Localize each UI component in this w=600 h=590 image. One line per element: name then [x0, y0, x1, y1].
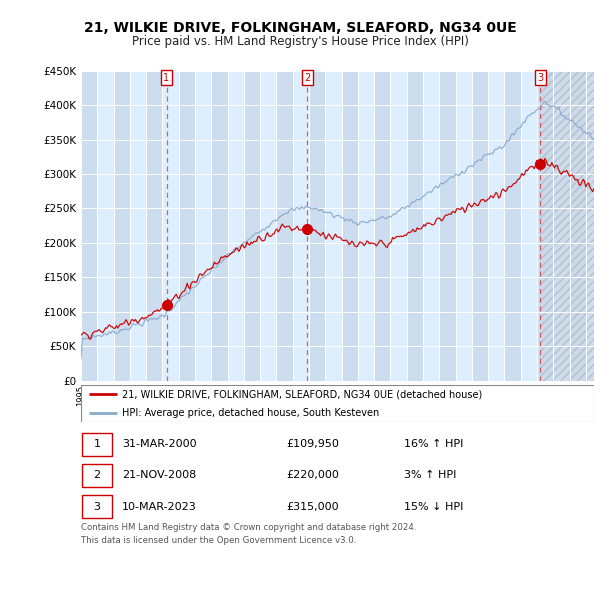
Bar [97, 71, 113, 381]
Text: Contains HM Land Registry data © Crown copyright and database right 2024.: Contains HM Land Registry data © Crown c… [81, 523, 416, 532]
Bar [146, 71, 163, 381]
Bar [374, 71, 391, 381]
Text: 1: 1 [163, 73, 170, 83]
Bar [439, 71, 455, 381]
Bar [488, 71, 505, 381]
Bar [505, 71, 521, 381]
Bar [341, 71, 358, 381]
Bar [407, 71, 423, 381]
Text: 3% ↑ HPI: 3% ↑ HPI [404, 470, 457, 480]
Bar [569, 71, 586, 381]
Text: 2: 2 [94, 470, 100, 480]
Text: 10-MAR-2023: 10-MAR-2023 [122, 502, 197, 512]
FancyBboxPatch shape [82, 495, 112, 518]
Text: 15% ↓ HPI: 15% ↓ HPI [404, 502, 464, 512]
Text: 2: 2 [304, 73, 310, 83]
Bar [195, 71, 211, 381]
Text: HPI: Average price, detached house, South Kesteven: HPI: Average price, detached house, Sout… [122, 408, 379, 418]
Bar [244, 71, 260, 381]
Bar [472, 71, 488, 381]
Text: 3: 3 [94, 502, 100, 512]
Text: 21, WILKIE DRIVE, FOLKINGHAM, SLEAFORD, NG34 0UE (detached house): 21, WILKIE DRIVE, FOLKINGHAM, SLEAFORD, … [122, 389, 482, 399]
FancyBboxPatch shape [82, 464, 112, 487]
Text: 16% ↑ HPI: 16% ↑ HPI [404, 439, 464, 449]
Bar [553, 71, 569, 381]
Bar [358, 71, 374, 381]
Bar [211, 71, 227, 381]
Bar [537, 71, 553, 381]
Bar [81, 71, 97, 381]
Text: £109,950: £109,950 [286, 439, 339, 449]
Bar [423, 71, 439, 381]
Text: £220,000: £220,000 [286, 470, 339, 480]
FancyBboxPatch shape [82, 432, 112, 455]
Bar [391, 71, 407, 381]
Text: 1: 1 [94, 439, 100, 449]
FancyBboxPatch shape [81, 385, 594, 422]
Text: 21, WILKIE DRIVE, FOLKINGHAM, SLEAFORD, NG34 0UE: 21, WILKIE DRIVE, FOLKINGHAM, SLEAFORD, … [83, 21, 517, 35]
Bar [521, 71, 537, 381]
Bar [309, 71, 325, 381]
Bar [179, 71, 195, 381]
Text: 21-NOV-2008: 21-NOV-2008 [122, 470, 196, 480]
Bar [277, 71, 293, 381]
Bar [113, 71, 130, 381]
Bar [540, 71, 594, 381]
Bar [455, 71, 472, 381]
Bar [227, 71, 244, 381]
Text: £315,000: £315,000 [286, 502, 339, 512]
Bar [260, 71, 277, 381]
Bar [130, 71, 146, 381]
Bar [163, 71, 179, 381]
Text: 31-MAR-2000: 31-MAR-2000 [122, 439, 197, 449]
Bar [293, 71, 309, 381]
Text: 3: 3 [537, 73, 543, 83]
Text: This data is licensed under the Open Government Licence v3.0.: This data is licensed under the Open Gov… [81, 536, 356, 545]
Text: Price paid vs. HM Land Registry's House Price Index (HPI): Price paid vs. HM Land Registry's House … [131, 35, 469, 48]
Bar [325, 71, 341, 381]
